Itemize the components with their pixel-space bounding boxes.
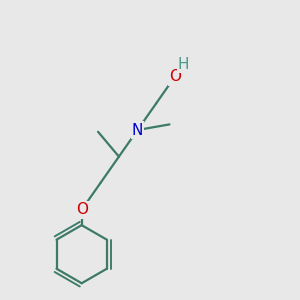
Text: H: H: [178, 57, 189, 72]
Text: O: O: [76, 202, 88, 217]
Text: O: O: [169, 69, 181, 84]
Text: N: N: [132, 122, 143, 137]
